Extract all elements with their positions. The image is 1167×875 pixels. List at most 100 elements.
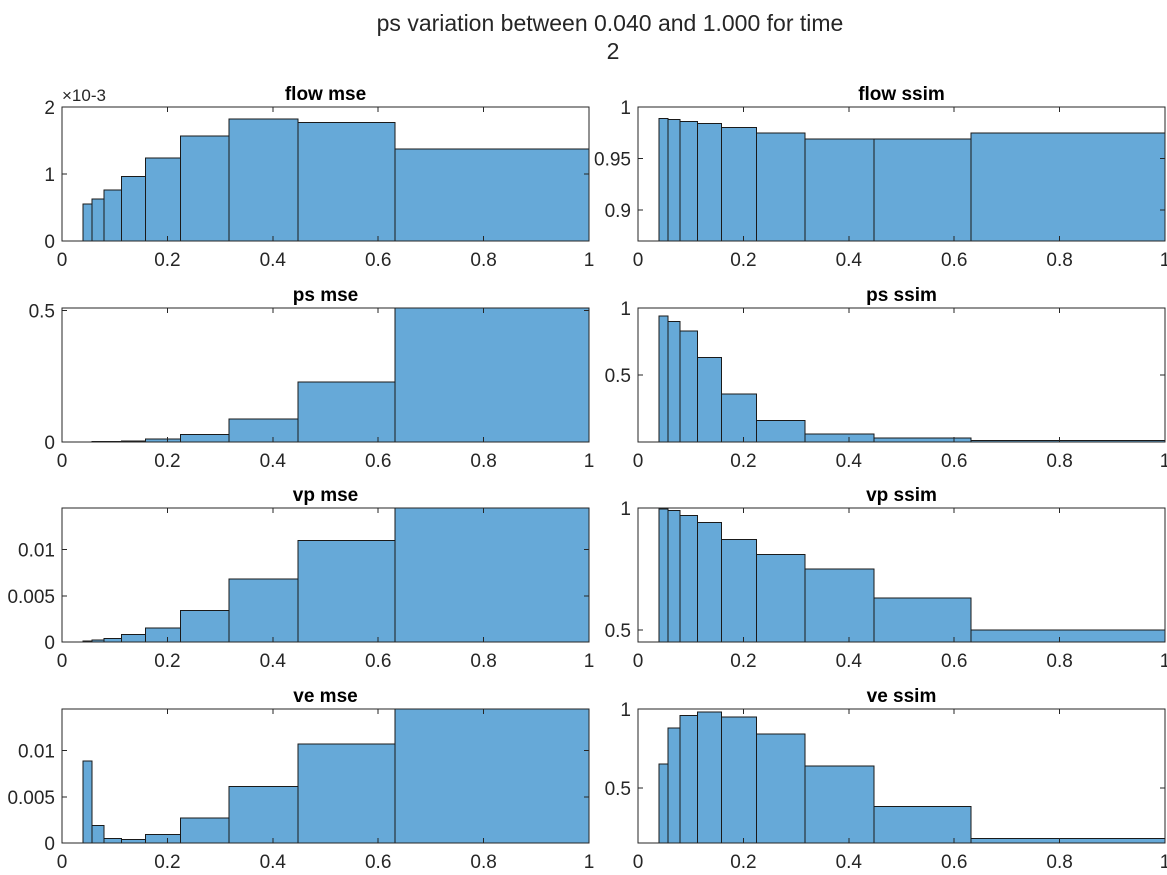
- x-tick-label: 0.4: [260, 852, 287, 873]
- bar-ps-ssim-1: [658, 315, 669, 443]
- bar-vp-mse-9: [394, 507, 590, 643]
- x-tick-label: 0.4: [836, 451, 863, 472]
- x-tick-label: 0: [633, 852, 644, 873]
- bar-ve-mse-9: [394, 708, 590, 844]
- x-tick-label: 0.2: [730, 451, 756, 472]
- bar-vp-mse-3: [103, 637, 122, 643]
- subplot-vp-ssim: 0 0.2 0.4 0.6 0.8 1 0.5 1 vp ssim: [605, 485, 1167, 672]
- y-tick-label: 0.9: [605, 201, 631, 222]
- x-tick-label: 0.6: [941, 451, 967, 472]
- bar-ps-ssim-2: [667, 320, 681, 443]
- x-tick-label: 0.2: [730, 852, 756, 873]
- bar-flow-ssim-9: [970, 132, 1166, 242]
- x-tick-label: 1: [584, 451, 595, 472]
- bar-vp-ssim-9: [970, 629, 1166, 643]
- bar-flow-mse-7: [228, 118, 299, 242]
- bar-ve-ssim-8: [873, 806, 972, 844]
- axes-box-ps-mse: [61, 307, 590, 443]
- bar-vp-ssim-6: [755, 553, 806, 643]
- bar-vp-mse-6: [179, 610, 230, 643]
- y-tick-label: 0: [44, 433, 55, 454]
- bar-flow-mse-9: [394, 148, 590, 242]
- bar-ps-ssim-5: [721, 393, 757, 443]
- x-tick-label: 0.8: [1046, 451, 1072, 472]
- bar-vp-mse-8: [297, 539, 396, 643]
- bar-vp-mse-5: [145, 627, 181, 643]
- y-tick-label: 1: [620, 499, 631, 520]
- axes-box-ve-mse: [61, 708, 590, 844]
- bar-flow-ssim-3: [679, 120, 698, 242]
- bar-flow-mse-3: [103, 189, 122, 242]
- bar-ps-mse-7: [228, 418, 299, 443]
- bar-vp-ssim-2: [667, 509, 681, 643]
- y-tick-label: 0.005: [7, 587, 55, 608]
- bar-ps-ssim-8: [873, 437, 972, 443]
- x-tick-label: 0: [57, 451, 68, 472]
- subplot-ve-mse: 0 0.2 0.4 0.6 0.8 1 0 0.005 0.01 ve mse: [7, 686, 594, 873]
- bar-vp-ssim-5: [721, 539, 757, 643]
- y-tick-label: 0.01: [18, 541, 55, 562]
- panel-title-vp-ssim: vp ssim: [866, 485, 937, 506]
- panel-title-flow-ssim: flow ssim: [858, 84, 945, 105]
- bar-ve-mse-8: [297, 743, 396, 844]
- x-tick-label: 0.8: [470, 852, 496, 873]
- bar-flow-ssim-8: [873, 138, 972, 242]
- bar-ve-mse-7: [228, 786, 299, 844]
- y-tick-label: 1: [620, 700, 631, 721]
- y-tick-label: 0.5: [605, 621, 631, 642]
- y-tick-label: 0.5: [29, 302, 55, 323]
- bar-vp-ssim-3: [679, 514, 698, 643]
- y-tick-label: 0: [44, 633, 55, 654]
- bar-vp-ssim-4: [696, 522, 723, 643]
- x-tick-label: 0.2: [154, 852, 180, 873]
- x-tick-label: 1: [1160, 250, 1167, 271]
- bar-ps-mse-9: [394, 307, 590, 443]
- x-tick-label: 0.4: [260, 250, 287, 271]
- x-tick-label: 0.6: [941, 651, 967, 672]
- x-tick-label: 0: [57, 852, 68, 873]
- x-tick-label: 0.4: [836, 651, 863, 672]
- x-tick-label: 1: [584, 250, 595, 271]
- bar-ve-mse-2: [91, 824, 105, 844]
- panel-title-ps-mse: ps mse: [293, 285, 358, 306]
- bar-ve-ssim-7: [804, 765, 875, 844]
- x-tick-label: 1: [1160, 451, 1167, 472]
- x-tick-label: 0.2: [154, 250, 180, 271]
- x-tick-label: 0.4: [260, 651, 287, 672]
- y-tick-label: 0.5: [605, 779, 631, 800]
- bars-ps-ssim: [658, 315, 1166, 443]
- axes-box-ve-ssim: [637, 708, 1166, 844]
- y-tick-label: 2: [44, 98, 55, 119]
- x-tick-label: 0.6: [365, 651, 391, 672]
- x-tick-label: 0.2: [730, 651, 756, 672]
- bars-ve-mse: [82, 708, 590, 844]
- bar-vp-ssim-8: [873, 597, 972, 643]
- panel-title-flow-mse: flow mse: [285, 84, 366, 105]
- bar-flow-mse-8: [297, 121, 396, 242]
- axes-box-flow-ssim: [637, 106, 1166, 242]
- y-tick-label: 1: [44, 165, 55, 186]
- subplot-grid: 0 0.2 0.4 0.6 0.8 1 0 1 2 ×10-3 flow mse 0 0.2 0.4 0.6…: [7, 84, 1167, 873]
- x-tick-label: 0.2: [154, 651, 180, 672]
- x-tick-label: 1: [1160, 651, 1167, 672]
- bars-vp-mse: [82, 507, 590, 643]
- x-tick-label: 1: [584, 651, 595, 672]
- bar-ve-mse-4: [120, 838, 147, 844]
- bar-ve-ssim-4: [696, 711, 723, 844]
- x-tick-label: 0: [57, 651, 68, 672]
- x-tick-label: 0.4: [260, 451, 287, 472]
- x-tick-label: 0.2: [154, 451, 180, 472]
- bar-flow-mse-5: [145, 157, 181, 242]
- bar-flow-ssim-1: [658, 117, 669, 242]
- bar-flow-mse-4: [120, 176, 147, 242]
- bar-ve-ssim-9: [970, 837, 1166, 844]
- y-tick-label: 1: [620, 299, 631, 320]
- y-tick-label: 1: [620, 98, 631, 119]
- y-exponent-label: ×10-3: [62, 86, 106, 105]
- bar-ps-ssim-4: [696, 357, 723, 443]
- bar-ve-mse-5: [145, 834, 181, 844]
- bar-vp-mse-7: [228, 578, 299, 643]
- subplot-ps-ssim: 0 0.2 0.4 0.6 0.8 1 0.5 1 ps ssim: [605, 285, 1167, 472]
- x-tick-label: 0.8: [1046, 651, 1072, 672]
- bars-flow-ssim: [658, 117, 1166, 242]
